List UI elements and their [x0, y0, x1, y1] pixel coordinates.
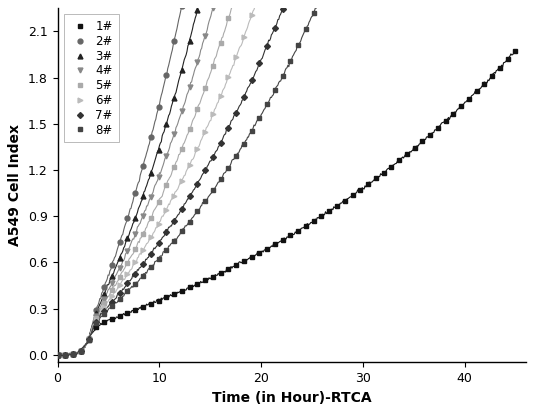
4# [210, 6, 216, 11]
8# [171, 238, 177, 243]
6# [132, 260, 138, 265]
3# [54, 352, 61, 357]
7# [202, 168, 208, 173]
5# [186, 127, 193, 132]
7# [132, 271, 138, 276]
6# [202, 129, 208, 134]
8# [54, 352, 61, 357]
2# [54, 352, 61, 357]
4# [202, 33, 208, 38]
2# [132, 190, 138, 195]
8# [186, 219, 193, 224]
Line: 7#: 7# [56, 0, 517, 357]
8# [210, 188, 216, 193]
1# [342, 198, 348, 203]
Line: 5#: 5# [55, 0, 518, 357]
3# [186, 38, 193, 43]
X-axis label: Time (in Hour)-RTCA: Time (in Hour)-RTCA [212, 391, 372, 405]
1# [202, 278, 208, 283]
Line: 8#: 8# [55, 0, 518, 357]
4# [54, 352, 61, 357]
5# [210, 63, 216, 68]
7# [210, 154, 216, 159]
5# [54, 352, 61, 357]
4# [132, 231, 138, 236]
Line: 6#: 6# [55, 0, 518, 357]
6# [210, 112, 216, 117]
Legend: 1#, 2#, 3#, 4#, 5#, 6#, 7#, 8#: 1#, 2#, 3#, 4#, 5#, 6#, 7#, 8# [64, 14, 119, 142]
5# [202, 85, 208, 90]
6# [171, 193, 177, 198]
Y-axis label: A549 Cell Index: A549 Cell Index [9, 124, 22, 247]
7# [54, 352, 61, 357]
1# [171, 292, 177, 297]
4# [186, 85, 193, 90]
Line: 1#: 1# [55, 49, 518, 357]
1# [186, 285, 193, 290]
4# [171, 132, 177, 137]
7# [186, 194, 193, 199]
3# [171, 95, 177, 100]
6# [186, 162, 193, 167]
Line: 4#: 4# [55, 0, 518, 357]
8# [132, 281, 138, 286]
1# [512, 48, 519, 53]
8# [202, 199, 208, 204]
3# [132, 215, 138, 220]
7# [171, 218, 177, 223]
1# [54, 352, 61, 357]
Line: 3#: 3# [55, 0, 518, 357]
1# [210, 274, 216, 279]
Line: 2#: 2# [55, 0, 518, 357]
5# [132, 247, 138, 252]
6# [54, 352, 61, 357]
2# [171, 39, 177, 44]
5# [171, 165, 177, 170]
1# [132, 308, 138, 313]
